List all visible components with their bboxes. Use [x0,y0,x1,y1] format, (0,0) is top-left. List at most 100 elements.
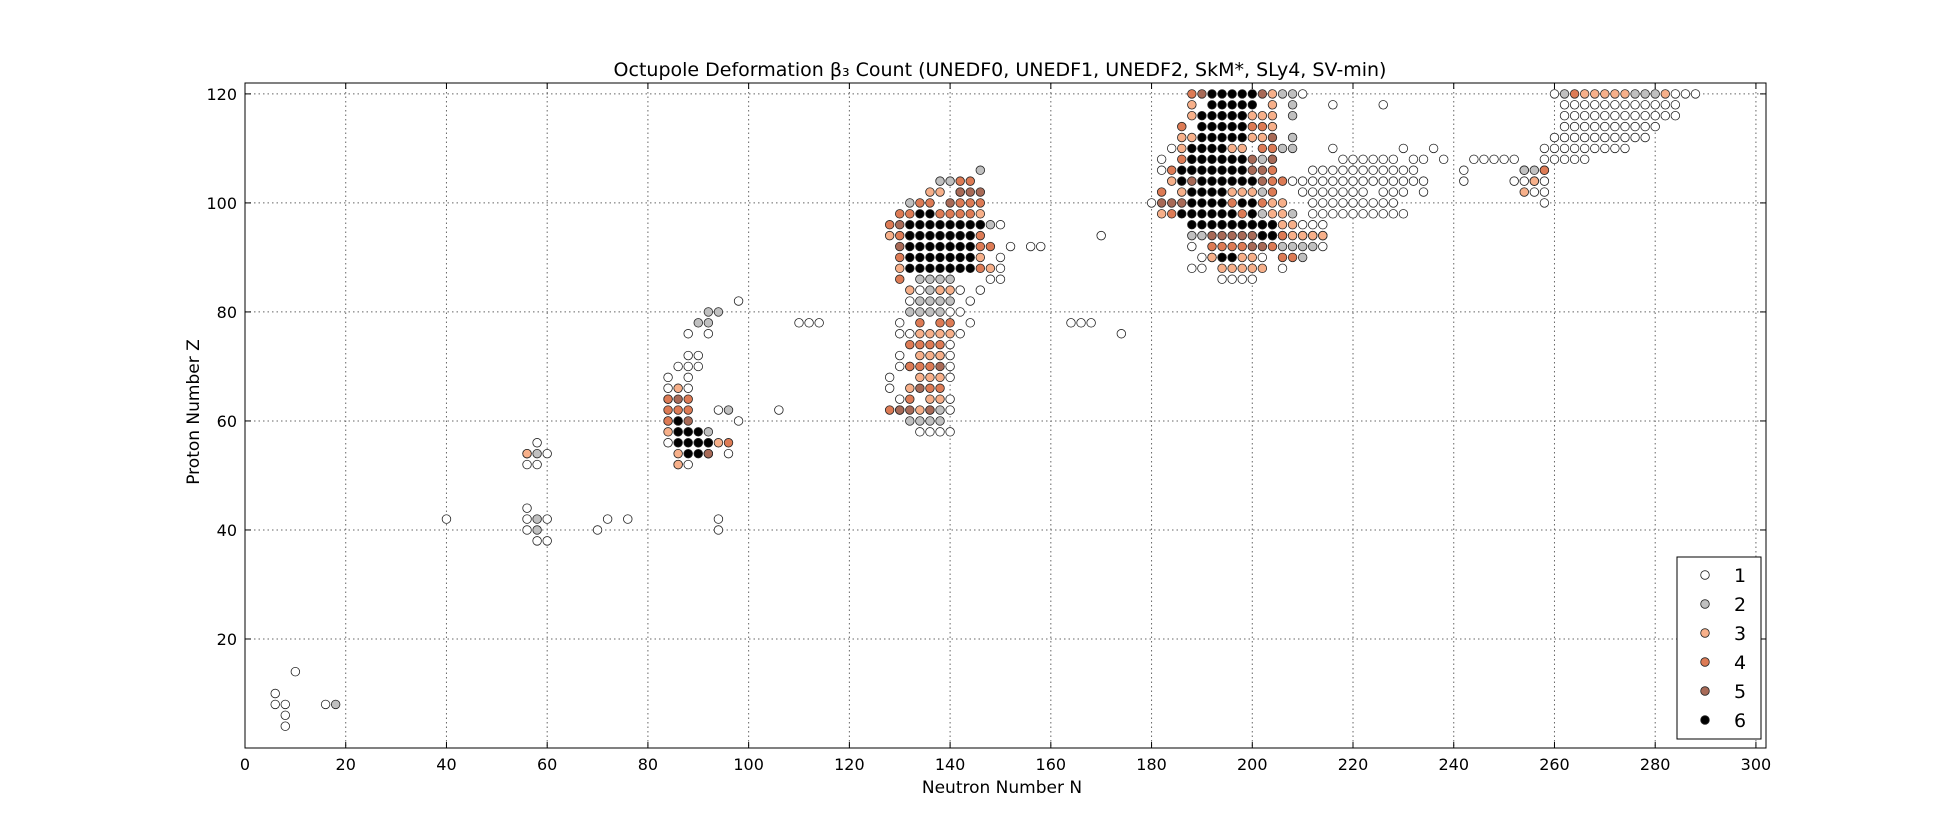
data-point-count-6 [1197,198,1207,208]
data-point-count-5 [1156,198,1167,208]
data-point-count-3 [945,329,955,339]
data-point-count-1 [1388,165,1399,175]
data-point-count-6 [1227,121,1237,132]
data-point-count-6 [1207,165,1217,175]
data-point-count-3 [1267,111,1278,121]
data-point-count-4 [975,241,986,252]
data-point-count-2 [1519,165,1529,175]
data-point-count-4 [935,209,945,219]
data-point-count-3 [1227,143,1237,154]
data-point-count-3 [1267,100,1278,110]
data-point-count-3 [935,187,945,197]
data-point-count-6 [935,252,945,263]
data-point-count-1 [1569,121,1580,132]
data-point-count-3 [1277,220,1288,230]
data-point-count-1 [1600,100,1610,110]
data-point-count-4 [683,405,693,415]
x-tick-label: 180 [1136,755,1167,774]
data-point-count-1 [1388,176,1399,186]
data-point-count-2 [975,165,986,175]
data-point-count-1 [1509,176,1519,186]
data-point-count-3 [1187,100,1197,110]
data-point-count-5 [673,394,683,404]
axis-ticks: 0 20 40 60 80 100 120 140 160 180 200 220 240 260 280 3… [206,83,1771,774]
data-point-count-1 [1348,198,1358,208]
data-point-count-3 [1207,252,1217,263]
data-point-count-1 [945,394,955,404]
data-point-count-4 [1177,121,1187,132]
data-point-count-5 [895,405,905,415]
data-point-count-6 [965,230,975,241]
data-point-count-2 [915,416,925,426]
data-point-count-1 [280,721,290,731]
data-point-count-6 [955,241,965,252]
data-point-count-1 [1590,121,1600,132]
data-point-count-2 [1287,89,1298,99]
data-point-count-2 [1640,89,1650,99]
data-point-count-2 [1287,241,1298,252]
data-point-count-1 [895,361,905,372]
data-point-count-6 [915,241,925,252]
data-point-count-1 [915,285,925,295]
data-point-count-6 [1247,89,1257,99]
y-axis-label: Proton Number Z [184,339,204,485]
data-point-count-1 [945,339,955,350]
data-point-count-1 [1670,89,1681,99]
data-point-count-1 [1579,154,1590,165]
data-point-count-1 [1318,187,1328,197]
data-point-count-3 [673,448,683,459]
data-point-count-6 [1197,111,1207,121]
data-point-count-1 [1036,241,1046,252]
data-point-count-3 [905,285,915,295]
data-point-count-2 [935,296,945,306]
data-point-count-1 [1569,154,1580,165]
x-tick-label: 200 [1237,755,1268,774]
data-point-count-4 [1287,252,1298,263]
data-point-count-6 [1237,89,1247,99]
data-point-count-1 [1388,198,1399,208]
data-point-count-3 [1177,143,1187,154]
data-point-count-1 [1650,121,1660,132]
data-point-count-6 [1217,187,1227,197]
data-point-count-6 [945,220,955,230]
data-point-count-1 [1338,209,1348,219]
data-point-count-1 [1338,165,1348,175]
data-point-count-1 [1408,176,1419,186]
data-point-count-1 [1499,154,1509,165]
data-point-count-1 [1469,154,1479,165]
data-point-count-1 [1650,111,1660,121]
data-point-count-6 [1197,209,1207,219]
data-point-count-2 [1308,241,1318,252]
data-point-count-3 [1267,121,1278,132]
data-point-count-4 [1257,143,1268,154]
data-point-count-4 [925,339,935,350]
data-point-count-5 [1267,132,1278,143]
data-point-count-6 [1207,187,1217,197]
data-point-count-4 [985,241,996,252]
data-point-count-1 [1328,198,1338,208]
data-point-count-6 [955,220,965,230]
data-point-count-1 [1297,187,1308,197]
data-point-count-4 [895,252,905,263]
data-point-count-1 [1378,198,1388,208]
data-point-count-4 [935,339,945,350]
data-point-count-1 [1338,176,1348,186]
data-point-count-3 [1237,187,1247,197]
data-point-count-3 [713,438,724,448]
data-point-count-1 [1277,263,1288,274]
data-point-count-4 [1187,89,1197,99]
data-point-count-1 [683,372,693,383]
data-point-count-1 [895,350,905,361]
data-point-count-6 [915,209,925,219]
data-point-count-1 [1358,165,1368,175]
data-point-count-6 [1207,220,1217,230]
x-tick-label: 0 [240,755,250,774]
data-point-count-6 [1247,209,1257,219]
data-point-count-6 [925,252,935,263]
data-point-count-4 [1207,241,1217,252]
x-tick-label: 60 [537,755,557,774]
data-point-count-2 [1650,89,1660,99]
data-point-count-1 [945,350,955,361]
data-point-count-4 [955,176,965,186]
data-point-count-1 [1156,154,1167,165]
